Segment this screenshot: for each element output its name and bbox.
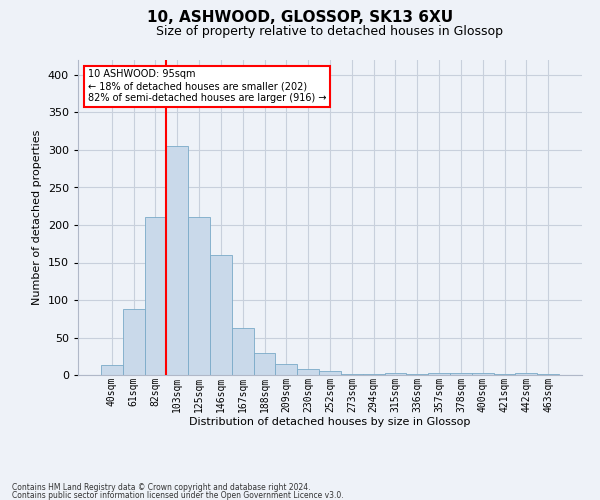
Bar — [254, 352, 275, 375]
Text: Contains public sector information licensed under the Open Government Licence v3: Contains public sector information licen… — [12, 490, 344, 500]
Bar — [385, 373, 406, 375]
Bar — [297, 369, 319, 375]
Bar — [188, 217, 210, 375]
Bar — [341, 374, 363, 375]
Text: 10 ASHWOOD: 95sqm
← 18% of detached houses are smaller (202)
82% of semi-detache: 10 ASHWOOD: 95sqm ← 18% of detached hous… — [88, 70, 326, 102]
Bar — [101, 365, 123, 375]
Bar — [428, 373, 450, 375]
Bar — [210, 255, 232, 375]
Bar — [494, 374, 515, 375]
Bar — [406, 374, 428, 375]
Bar — [450, 373, 472, 375]
Bar — [363, 374, 385, 375]
Bar — [123, 309, 145, 375]
Y-axis label: Number of detached properties: Number of detached properties — [32, 130, 42, 305]
Title: Size of property relative to detached houses in Glossop: Size of property relative to detached ho… — [157, 25, 503, 38]
Bar — [537, 374, 559, 375]
X-axis label: Distribution of detached houses by size in Glossop: Distribution of detached houses by size … — [190, 417, 470, 427]
Text: 10, ASHWOOD, GLOSSOP, SK13 6XU: 10, ASHWOOD, GLOSSOP, SK13 6XU — [147, 10, 453, 25]
Bar — [472, 373, 494, 375]
Bar — [145, 217, 166, 375]
Text: Contains HM Land Registry data © Crown copyright and database right 2024.: Contains HM Land Registry data © Crown c… — [12, 484, 311, 492]
Bar — [166, 146, 188, 375]
Bar — [515, 373, 537, 375]
Bar — [232, 328, 254, 375]
Bar — [275, 364, 297, 375]
Bar — [319, 371, 341, 375]
